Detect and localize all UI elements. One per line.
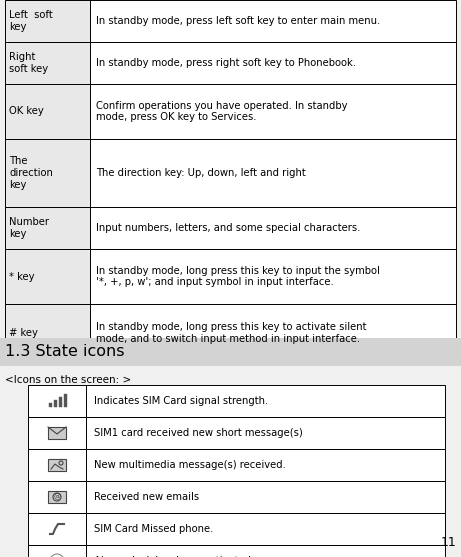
- Text: SIM Card Missed phone.: SIM Card Missed phone.: [94, 524, 213, 534]
- Text: In standby mode, press right soft key to Phonebook.: In standby mode, press right soft key to…: [96, 58, 356, 68]
- Text: Number
key: Number key: [9, 217, 49, 239]
- Bar: [5, 304, 90, 362]
- Bar: [90, 0, 456, 42]
- Bar: [5, 139, 90, 207]
- Text: Received new emails: Received new emails: [94, 492, 199, 502]
- Text: <Icons on the screen: >: <Icons on the screen: >: [5, 375, 131, 385]
- Text: The
direction
key: The direction key: [9, 157, 53, 189]
- Text: In standby mode, long press this key to input the symbol
'*, +, p, w'; and input: In standby mode, long press this key to …: [96, 266, 380, 287]
- Bar: [54, 400, 57, 407]
- Bar: [0, 338, 461, 366]
- Text: Indicates SIM Card signal strength.: Indicates SIM Card signal strength.: [94, 396, 268, 406]
- Text: New multimedia message(s) received.: New multimedia message(s) received.: [94, 460, 286, 470]
- Bar: [5, 207, 90, 249]
- Bar: [49, 403, 52, 407]
- Bar: [90, 304, 456, 362]
- Bar: [28, 513, 86, 545]
- Text: Alarm clock has been activated.: Alarm clock has been activated.: [94, 556, 254, 557]
- Bar: [90, 84, 456, 139]
- Bar: [28, 481, 86, 513]
- Bar: [48, 427, 66, 439]
- Bar: [86, 545, 445, 557]
- Bar: [5, 84, 90, 139]
- Text: The direction key: Up, down, left and right: The direction key: Up, down, left and ri…: [96, 168, 306, 178]
- Bar: [90, 139, 456, 207]
- Text: Right
soft key: Right soft key: [9, 52, 48, 74]
- Bar: [86, 449, 445, 481]
- Text: SIM1 card received new short message(s): SIM1 card received new short message(s): [94, 428, 303, 438]
- Bar: [48, 491, 66, 503]
- Text: Input numbers, letters, and some special characters.: Input numbers, letters, and some special…: [96, 223, 361, 233]
- Text: In standby mode, long press this key to activate silent
mode, and to switch inpu: In standby mode, long press this key to …: [96, 322, 366, 344]
- Bar: [90, 249, 456, 304]
- Bar: [86, 417, 445, 449]
- Bar: [28, 385, 86, 417]
- Bar: [28, 417, 86, 449]
- Bar: [86, 513, 445, 545]
- Bar: [5, 249, 90, 304]
- Bar: [90, 207, 456, 249]
- Bar: [48, 459, 66, 471]
- Text: Left  soft
key: Left soft key: [9, 10, 53, 32]
- Bar: [28, 545, 86, 557]
- Bar: [86, 385, 445, 417]
- Bar: [64, 394, 67, 407]
- Bar: [5, 42, 90, 84]
- Text: 11: 11: [440, 536, 456, 549]
- Bar: [59, 397, 62, 407]
- Text: OK key: OK key: [9, 106, 44, 116]
- Text: * key: * key: [9, 271, 35, 281]
- Text: Confirm operations you have operated. In standby
mode, press OK key to Services.: Confirm operations you have operated. In…: [96, 101, 348, 123]
- Text: # key: # key: [9, 328, 38, 338]
- Bar: [5, 0, 90, 42]
- Bar: [90, 42, 456, 84]
- Bar: [28, 449, 86, 481]
- Bar: [86, 481, 445, 513]
- Text: @: @: [53, 494, 60, 500]
- Text: In standby mode, press left soft key to enter main menu.: In standby mode, press left soft key to …: [96, 16, 380, 26]
- Text: 1.3 State icons: 1.3 State icons: [5, 344, 124, 359]
